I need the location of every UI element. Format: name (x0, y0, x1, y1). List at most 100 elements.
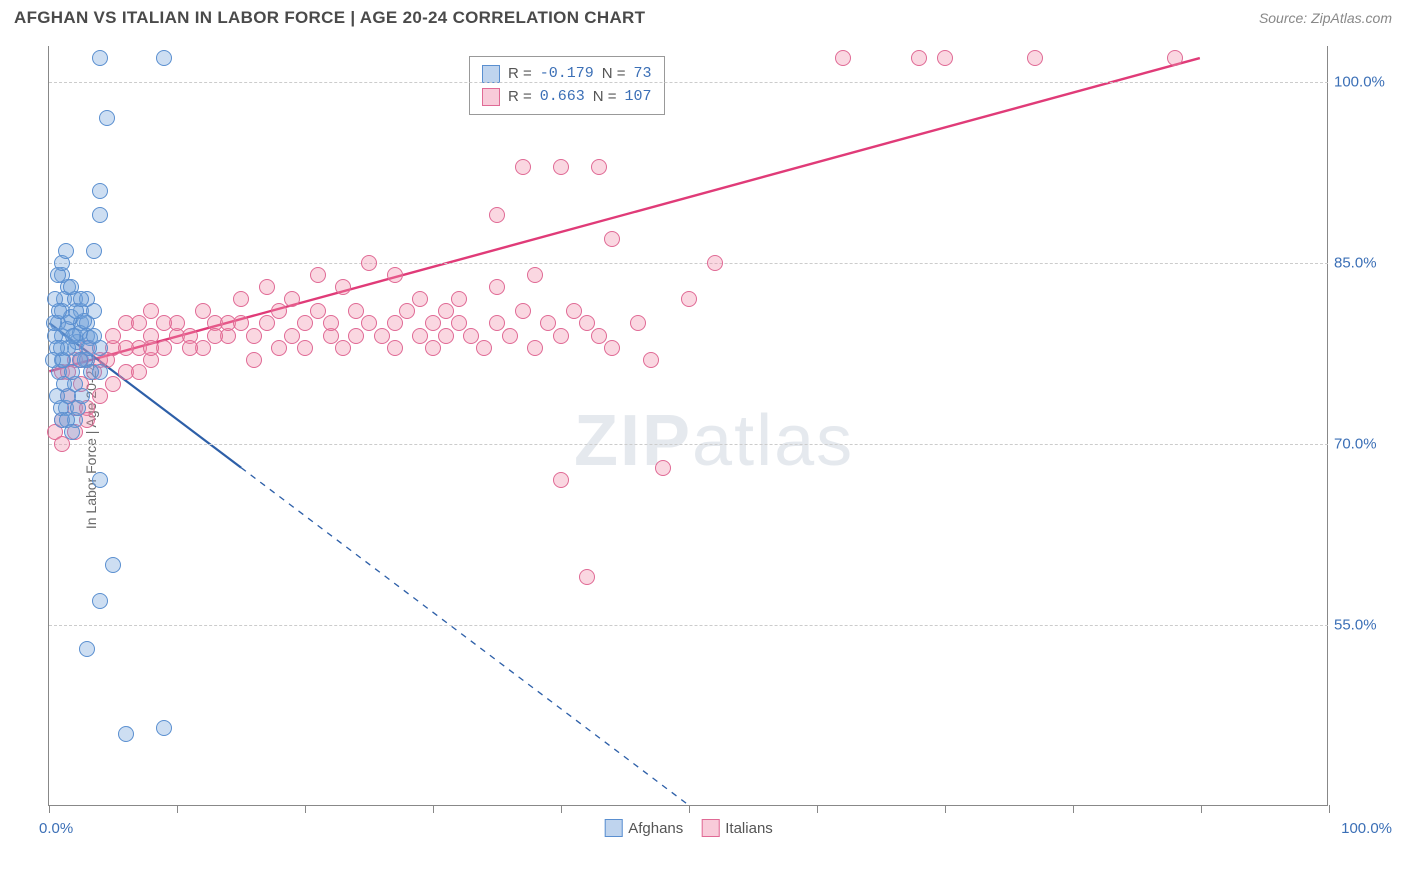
data-point (527, 340, 543, 356)
data-point (64, 424, 80, 440)
data-point (553, 328, 569, 344)
legend-item-afghans: Afghans (604, 819, 683, 837)
data-point (143, 303, 159, 319)
x-axis-max-label: 100.0% (1341, 820, 1392, 837)
x-tick (49, 805, 50, 813)
data-point (374, 328, 390, 344)
data-point (259, 315, 275, 331)
data-point (58, 243, 74, 259)
data-point (387, 340, 403, 356)
legend-row-italians: R = 0.663 N = 107 (482, 86, 652, 109)
gridline (49, 625, 1328, 626)
data-point (579, 315, 595, 331)
x-tick (1201, 805, 1202, 813)
data-point (259, 279, 275, 295)
data-point (553, 472, 569, 488)
data-point (65, 328, 81, 344)
gridline (49, 444, 1328, 445)
x-tick (561, 805, 562, 813)
data-point (451, 315, 467, 331)
data-point (707, 255, 723, 271)
data-point (553, 159, 569, 175)
data-point (527, 267, 543, 283)
data-point (348, 328, 364, 344)
data-point (310, 303, 326, 319)
data-point (86, 303, 102, 319)
y-tick-label: 100.0% (1334, 74, 1394, 91)
data-point (489, 279, 505, 295)
swatch-pink (701, 819, 719, 837)
data-point (835, 50, 851, 66)
data-point (284, 291, 300, 307)
data-point (591, 159, 607, 175)
data-point (92, 472, 108, 488)
right-axis (1327, 46, 1328, 805)
swatch-pink (482, 88, 500, 106)
data-point (911, 50, 927, 66)
legend-item-italians: Italians (701, 819, 773, 837)
swatch-blue (604, 819, 622, 837)
data-point (99, 110, 115, 126)
data-point (246, 352, 262, 368)
data-point (92, 207, 108, 223)
data-point (156, 720, 172, 736)
x-axis-min-label: 0.0% (39, 820, 73, 837)
data-point (579, 569, 595, 585)
data-point (438, 303, 454, 319)
data-point (74, 388, 90, 404)
data-point (105, 557, 121, 573)
data-point (655, 460, 671, 476)
y-tick-label: 70.0% (1334, 436, 1394, 453)
data-point (182, 340, 198, 356)
data-point (361, 315, 377, 331)
data-point (348, 303, 364, 319)
data-point (451, 291, 467, 307)
data-point (105, 328, 121, 344)
chart-source: Source: ZipAtlas.com (1259, 10, 1392, 26)
data-point (195, 303, 211, 319)
x-tick (689, 805, 690, 813)
data-point (92, 183, 108, 199)
correlation-legend: R = -0.179 N = 73 R = 0.663 N = 107 (469, 56, 665, 115)
data-point (387, 315, 403, 331)
data-point (335, 279, 351, 295)
data-point (412, 328, 428, 344)
gridline (49, 82, 1328, 83)
data-point (131, 364, 147, 380)
data-point (86, 328, 102, 344)
data-point (51, 303, 67, 319)
data-point (310, 267, 326, 283)
data-point (118, 726, 134, 742)
data-point (233, 315, 249, 331)
data-point (143, 340, 159, 356)
regression-lines (49, 46, 1328, 805)
chart-title: AFGHAN VS ITALIAN IN LABOR FORCE | AGE 2… (14, 8, 645, 28)
data-point (271, 303, 287, 319)
data-point (476, 340, 492, 356)
data-point (425, 315, 441, 331)
data-point (92, 50, 108, 66)
data-point (156, 315, 172, 331)
data-point (83, 364, 99, 380)
data-point (271, 340, 287, 356)
data-point (233, 291, 249, 307)
y-tick-label: 85.0% (1334, 255, 1394, 272)
x-tick (1329, 805, 1330, 813)
data-point (438, 328, 454, 344)
gridline (49, 263, 1328, 264)
data-point (591, 328, 607, 344)
data-point (118, 340, 134, 356)
data-point (604, 340, 620, 356)
series-legend: Afghans Italians (604, 819, 773, 837)
data-point (937, 50, 953, 66)
chart-header: AFGHAN VS ITALIAN IN LABOR FORCE | AGE 2… (0, 0, 1406, 34)
data-point (207, 328, 223, 344)
data-point (515, 159, 531, 175)
x-tick (433, 805, 434, 813)
data-point (425, 340, 441, 356)
swatch-blue (482, 65, 500, 83)
data-point (45, 352, 61, 368)
data-point (323, 315, 339, 331)
data-point (412, 291, 428, 307)
data-point (515, 303, 531, 319)
